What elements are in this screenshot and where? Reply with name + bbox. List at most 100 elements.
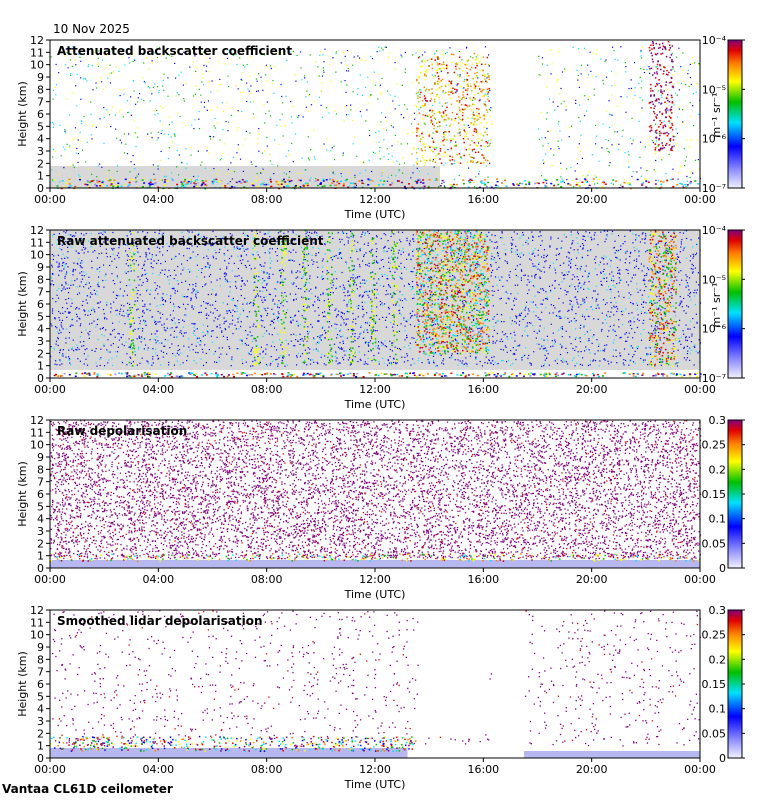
y-tick-label: 8 <box>37 463 44 476</box>
heatmap-area <box>50 610 702 758</box>
x-tick-label: 12:00 <box>359 763 391 776</box>
y-tick-label: 7 <box>37 666 44 679</box>
x-tick-label: 20:00 <box>576 193 608 206</box>
y-axis-title: Height (km) <box>16 461 29 527</box>
x-tick-label: 00:00 <box>684 763 716 776</box>
x-tick-label: 08:00 <box>251 573 283 586</box>
colorbar-tick-label: 10⁻⁶ <box>702 133 727 146</box>
y-tick-label: 9 <box>37 641 44 654</box>
colorbar-tick-label: 0.2 <box>709 463 727 476</box>
colorbar-tick-label: 10⁻⁴ <box>702 224 727 237</box>
y-tick-label: 12 <box>30 224 44 237</box>
colorbar-tick-label: 10⁻⁵ <box>702 83 726 96</box>
y-tick-label: 1 <box>37 360 44 373</box>
colorbar-tick-label: 0.2 <box>709 653 727 666</box>
y-tick-label: 0 <box>37 562 44 575</box>
y-tick-label: 4 <box>37 703 44 716</box>
x-tick-label: 00:00 <box>34 573 66 586</box>
y-tick-label: 2 <box>37 347 44 360</box>
x-tick-label: 04:00 <box>142 573 174 586</box>
x-tick-label: 20:00 <box>576 383 608 396</box>
y-tick-label: 12 <box>30 414 44 427</box>
y-tick-label: 10 <box>30 629 44 642</box>
x-tick-label: 16:00 <box>467 763 499 776</box>
x-axis-title: Time (UTC) <box>344 588 406 601</box>
heatmap-area <box>50 420 702 568</box>
y-tick-label: 6 <box>37 298 44 311</box>
y-tick-label: 2 <box>37 157 44 170</box>
y-tick-label: 7 <box>37 286 44 299</box>
x-tick-label: 00:00 <box>684 193 716 206</box>
y-tick-label: 10 <box>30 59 44 72</box>
y-tick-label: 4 <box>37 323 44 336</box>
x-tick-label: 16:00 <box>467 193 499 206</box>
x-tick-label: 00:00 <box>34 763 66 776</box>
y-tick-label: 1 <box>37 740 44 753</box>
y-tick-label: 3 <box>37 335 44 348</box>
heatmap-area <box>50 40 701 190</box>
colorbar-tick-label: 10⁻⁵ <box>702 273 726 286</box>
x-tick-label: 16:00 <box>467 383 499 396</box>
colorbar: 0.3 0.25 0.2 0.15 0.1 0.05 0 <box>702 414 745 575</box>
x-tick-label: 04:00 <box>142 193 174 206</box>
panel-title: Attenuated backscatter coefficient <box>57 44 292 58</box>
x-tick-label: 12:00 <box>359 383 391 396</box>
y-tick-label: 1 <box>37 170 44 183</box>
x-tick-label: 12:00 <box>359 193 391 206</box>
colorbar-tick-label: 0.3 <box>709 414 727 427</box>
x-tick-label: 04:00 <box>142 383 174 396</box>
station-label: Vantaa CL61D ceilometer <box>2 782 173 796</box>
y-tick-label: 10 <box>30 249 44 262</box>
y-tick-label: 10 <box>30 439 44 452</box>
colorbar-gradient <box>727 609 743 759</box>
colorbar-tick-label: 10⁻⁶ <box>702 323 727 336</box>
panel-title: Raw depolarisation <box>57 424 187 438</box>
x-tick-label: 16:00 <box>467 573 499 586</box>
colorbar-unit-label: m⁻¹ sr⁻¹ <box>710 93 723 138</box>
y-tick-label: 6 <box>37 678 44 691</box>
y-tick-label: 9 <box>37 451 44 464</box>
panel-title: Raw attenuated backscatter coefficient <box>57 234 324 248</box>
y-tick-label: 2 <box>37 537 44 550</box>
y-tick-label: 4 <box>37 133 44 146</box>
x-axis-title: Time (UTC) <box>344 778 406 791</box>
y-axis-title: Height (km) <box>16 271 29 337</box>
y-tick-label: 5 <box>37 120 44 133</box>
y-tick-label: 5 <box>37 310 44 323</box>
y-tick-label: 9 <box>37 71 44 84</box>
y-tick-label: 6 <box>37 488 44 501</box>
colorbar: 0.3 0.25 0.2 0.15 0.1 0.05 0 <box>702 604 745 765</box>
y-axis-title: Height (km) <box>16 81 29 147</box>
colorbar-tick-label: 0.1 <box>709 703 727 716</box>
x-tick-label: 20:00 <box>576 763 608 776</box>
y-axis-title: Height (km) <box>16 651 29 717</box>
x-axis-title: Time (UTC) <box>344 398 406 411</box>
y-tick-label: 1 <box>37 550 44 563</box>
x-tick-label: 08:00 <box>251 383 283 396</box>
colorbar-tick-label: 0 <box>719 562 726 575</box>
colorbar: 10⁻⁴ 10⁻⁵ 10⁻⁶ 10⁻⁷ m⁻¹ sr⁻¹ <box>702 34 745 195</box>
y-tick-label: 3 <box>37 525 44 538</box>
colorbar-unit-label: m⁻¹ sr⁻¹ <box>710 283 723 328</box>
colorbar: 10⁻⁴ 10⁻⁵ 10⁻⁶ 10⁻⁷ m⁻¹ sr⁻¹ <box>702 224 745 385</box>
y-tick-label: 2 <box>37 727 44 740</box>
colorbar-tick-label: 0.25 <box>702 439 727 452</box>
y-tick-label: 0 <box>37 182 44 195</box>
y-tick-label: 3 <box>37 715 44 728</box>
x-tick-label: 04:00 <box>142 763 174 776</box>
y-tick-label: 3 <box>37 145 44 158</box>
x-tick-label: 00:00 <box>34 383 66 396</box>
colorbar-gradient <box>727 39 743 189</box>
heatmap-area <box>50 230 702 378</box>
colorbar-tick-label: 0.1 <box>709 513 727 526</box>
y-tick-label: 8 <box>37 83 44 96</box>
colorbar-gradient <box>727 419 743 569</box>
y-tick-label: 5 <box>37 500 44 513</box>
y-tick-label: 9 <box>37 261 44 274</box>
y-tick-label: 0 <box>37 752 44 765</box>
